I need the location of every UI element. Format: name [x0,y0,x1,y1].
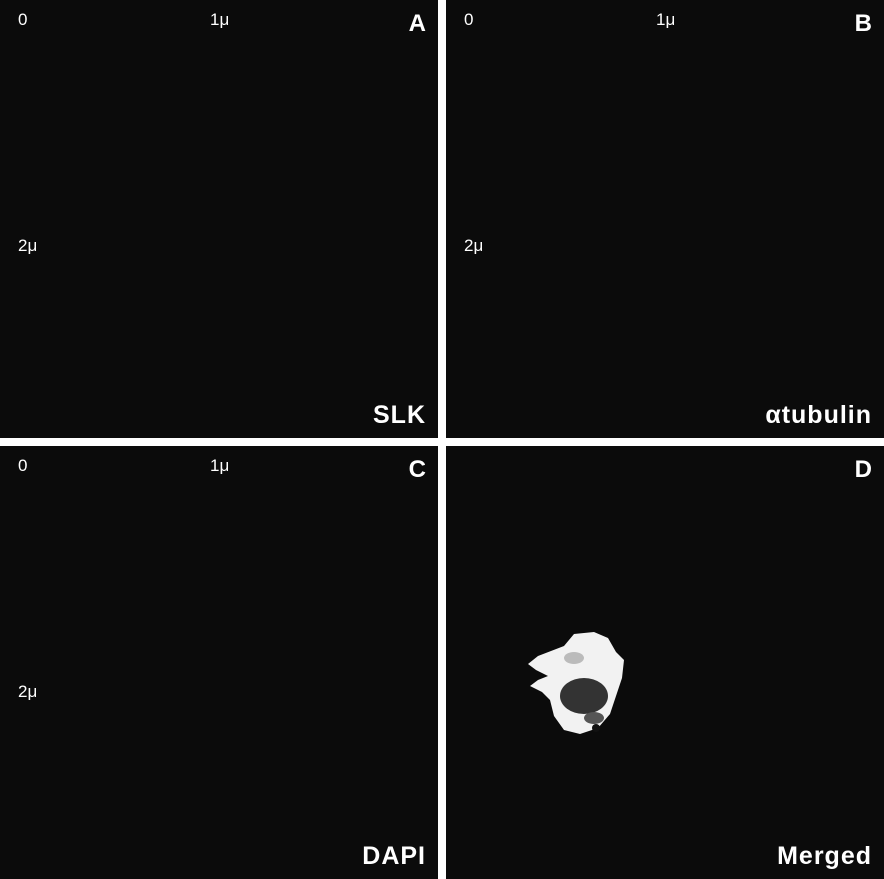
cell-image [446,446,884,879]
scale-label: 0 [18,10,27,30]
scale-label: 0 [18,456,27,476]
scale-label: 2μ [464,236,483,256]
panel-label: DAPI [362,842,426,871]
scale-label: 1μ [210,10,229,30]
scale-label: 2μ [18,682,37,702]
panel-letter: B [855,10,872,38]
panel-label: αtubulin [765,401,872,430]
panel-letter: C [409,456,426,484]
panel-label: SLK [373,401,426,430]
panel-letter: A [409,10,426,38]
image-panel: 0 1μ 2μ A SLK [0,0,438,438]
image-panel: 0 1μ 2μ C DAPI [0,446,438,879]
scale-label: 1μ [210,456,229,476]
scale-label: 0 [464,10,473,30]
scale-label: 1μ [656,10,675,30]
figure: 01μ2μASLK01μ2μBαtubulin01μ2μCDAPIDMerged [0,0,884,879]
scale-label: 2μ [18,236,37,256]
